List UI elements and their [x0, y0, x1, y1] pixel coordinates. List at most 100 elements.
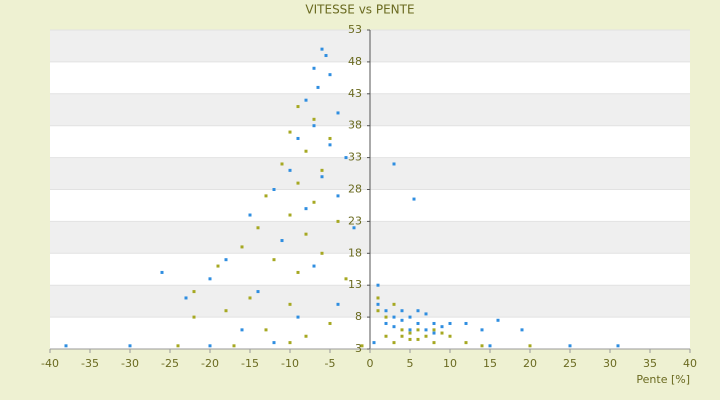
scatter-point	[416, 321, 420, 325]
scatter-point	[400, 318, 404, 322]
y-tick-label: 38	[348, 119, 362, 132]
scatter-point	[304, 98, 308, 102]
scatter-point	[464, 321, 468, 325]
scatter-point	[248, 296, 252, 300]
chart-title: VITESSE vs PENTE	[305, 3, 414, 17]
scatter-point	[480, 328, 484, 332]
scatter-point	[336, 219, 340, 223]
x-tick-label: 0	[367, 357, 374, 370]
y-tick-label: 28	[348, 183, 362, 196]
scatter-point	[208, 277, 212, 281]
scatter-point	[384, 334, 388, 338]
scatter-point	[304, 149, 308, 153]
scatter-point	[432, 328, 436, 332]
scatter-point	[376, 309, 380, 313]
scatter-point	[64, 344, 68, 348]
scatter-point	[184, 296, 188, 300]
x-tick-label: 20	[523, 357, 537, 370]
scatter-point	[372, 341, 376, 345]
scatter-point	[440, 331, 444, 335]
scatter-point	[256, 226, 260, 230]
scatter-point	[408, 328, 412, 332]
scatter-point	[128, 344, 132, 348]
x-tick-label: -40	[41, 357, 59, 370]
scatter-point	[240, 245, 244, 249]
scatter-point	[288, 130, 292, 134]
scatter-point	[328, 321, 332, 325]
y-tick-label: 33	[348, 151, 362, 164]
scatter-point	[192, 290, 196, 294]
scatter-point	[336, 194, 340, 198]
scatter-point	[344, 277, 348, 281]
scatter-point	[432, 331, 436, 335]
scatter-point	[304, 232, 308, 236]
scatter-point	[384, 315, 388, 319]
scatter-point	[408, 331, 412, 335]
scatter-point	[392, 315, 396, 319]
y-tick-label: 18	[348, 246, 362, 259]
scatter-point	[416, 328, 420, 332]
scatter-point	[248, 213, 252, 217]
scatter-point	[320, 175, 324, 179]
scatter-point	[328, 136, 332, 140]
scatter-point	[176, 344, 180, 348]
scatter-point	[448, 321, 452, 325]
scatter-point	[316, 85, 320, 89]
x-tick-label: 35	[643, 357, 657, 370]
scatter-point	[304, 207, 308, 211]
scatter-point	[192, 315, 196, 319]
scatter-point	[568, 344, 572, 348]
x-tick-label: -35	[81, 357, 99, 370]
scatter-point	[384, 321, 388, 325]
scatter-point	[384, 309, 388, 313]
x-tick-label: -20	[201, 357, 219, 370]
scatter-point	[328, 143, 332, 147]
scatter-point	[360, 344, 364, 348]
scatter-point	[416, 337, 420, 341]
scatter-point	[376, 283, 380, 287]
y-tick-label: 8	[355, 310, 362, 323]
scatter-point	[224, 309, 228, 313]
scatter-point	[408, 337, 412, 341]
x-tick-label: -15	[241, 357, 259, 370]
scatter-point	[296, 315, 300, 319]
scatter-point	[352, 226, 356, 230]
x-tick-label: 15	[483, 357, 497, 370]
scatter-point	[296, 136, 300, 140]
scatter-point	[400, 309, 404, 313]
y-tick-label: 43	[348, 87, 362, 100]
scatter-point	[376, 302, 380, 306]
scatter-point	[392, 325, 396, 329]
scatter-point	[464, 341, 468, 345]
scatter-point	[392, 302, 396, 306]
scatter-point	[288, 302, 292, 306]
scatter-point	[320, 168, 324, 172]
scatter-point	[320, 47, 324, 51]
scatter-point	[416, 309, 420, 313]
scatter-point	[424, 312, 428, 316]
x-axis-label: Pente [%]	[636, 373, 690, 386]
x-tick-label: 5	[407, 357, 414, 370]
scatter-point	[160, 270, 164, 274]
x-tick-label: -25	[161, 357, 179, 370]
scatter-point	[400, 334, 404, 338]
x-tick-label: -5	[325, 357, 336, 370]
scatter-point	[412, 197, 416, 201]
scatter-point	[616, 344, 620, 348]
scatter-point	[304, 334, 308, 338]
scatter-point	[424, 328, 428, 332]
scatter-point	[496, 318, 500, 322]
scatter-point	[312, 124, 316, 128]
scatter-point	[216, 264, 220, 268]
scatter-point	[432, 341, 436, 345]
scatter-point	[224, 258, 228, 262]
scatter-point	[240, 328, 244, 332]
scatter-point	[280, 162, 284, 166]
scatter-point	[312, 66, 316, 70]
scatter-point	[208, 344, 212, 348]
scatter-point	[448, 334, 452, 338]
scatter-point	[288, 168, 292, 172]
scatter-point	[272, 341, 276, 345]
scatter-point	[232, 344, 236, 348]
